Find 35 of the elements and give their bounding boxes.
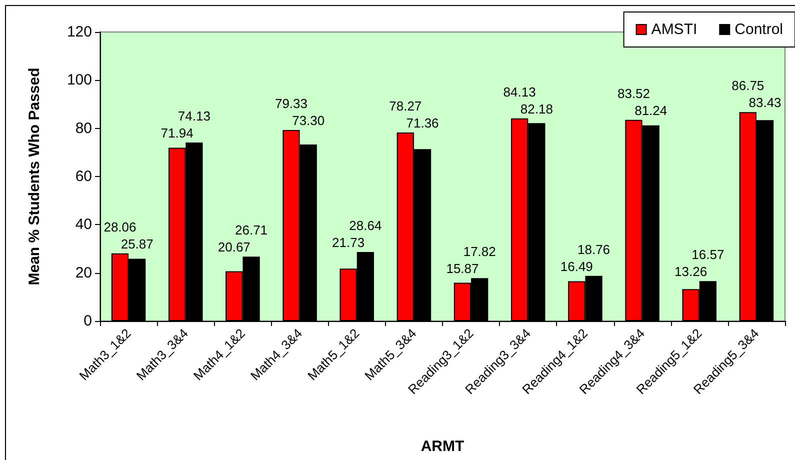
data-label: 17.82: [463, 244, 496, 260]
y-tick-label: 20: [75, 264, 92, 282]
y-tick-label: 60: [75, 168, 92, 185]
data-label: 83.52: [617, 86, 650, 101]
data-label: 74.13: [178, 108, 210, 124]
data-label: 15.87: [446, 261, 479, 276]
y-tick-label: 0: [84, 312, 92, 330]
data-label: 16.57: [692, 247, 724, 262]
data-label: 13.26: [674, 264, 708, 280]
data-label: 16.49: [560, 258, 593, 274]
y-tick-label: 80: [75, 120, 92, 137]
data-label: 21.73: [332, 235, 365, 250]
y-axis-title: Mean % Students Who Passed: [26, 68, 43, 286]
data-label: 81.24: [634, 102, 668, 118]
data-label: 78.27: [389, 98, 422, 114]
data-label: 28.06: [104, 219, 136, 234]
data-label: 71.94: [160, 125, 194, 140]
data-label: 79.33: [274, 96, 308, 111]
data-label: 28.64: [349, 218, 382, 234]
data-label: 18.76: [577, 242, 610, 257]
y-tick-label: 120: [66, 24, 92, 40]
x-axis-title: ARMT: [420, 438, 464, 455]
data-label: 82.18: [520, 101, 553, 116]
legend-label: AMSTI: [651, 21, 698, 38]
data-label: 83.43: [748, 95, 782, 110]
y-tick-label: 100: [66, 72, 92, 89]
data-label: 86.75: [732, 78, 764, 94]
data-label: 20.67: [218, 240, 250, 255]
y-tick-label: 40: [75, 216, 92, 234]
data-label: 25.87: [120, 236, 154, 252]
legend-label: Control: [734, 21, 784, 38]
data-label: 71.36: [406, 116, 439, 130]
data-label: 73.30: [292, 112, 325, 128]
data-label: 84.13: [503, 84, 536, 100]
data-label: 26.71: [234, 222, 268, 238]
